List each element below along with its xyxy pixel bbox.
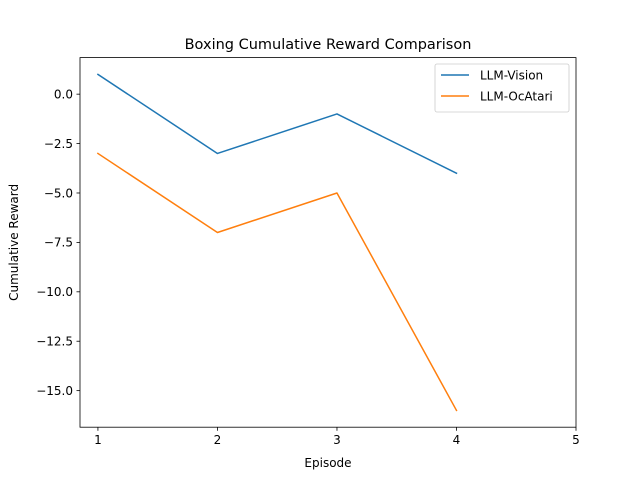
x-tick-label: 2 xyxy=(214,433,222,447)
legend: LLM-Vision LLM-OcAtari xyxy=(435,64,569,112)
legend-label: LLM-Vision xyxy=(480,68,543,82)
series-line-llm-ocatari xyxy=(98,153,457,410)
y-axis-label: Cumulative Reward xyxy=(7,184,21,301)
y-tick-label: −12.5 xyxy=(36,335,73,349)
legend-label: LLM-OcAtari xyxy=(480,89,553,103)
series-lines xyxy=(98,74,457,410)
y-tick-label: −7.5 xyxy=(44,236,73,250)
x-tick-label: 4 xyxy=(453,433,461,447)
plot-area-frame xyxy=(80,58,576,428)
x-axis-label: Episode xyxy=(304,456,351,470)
y-tick-label: −2.5 xyxy=(44,137,73,151)
y-tick-label: 0.0 xyxy=(54,87,73,101)
x-tick-label: 5 xyxy=(572,433,580,447)
x-tick-label: 3 xyxy=(333,433,341,447)
y-tick-label: −15.0 xyxy=(36,384,73,398)
y-axis-ticks: 0.0 −2.5 −5.0 −7.5 −10.0 −12.5 −15.0 xyxy=(36,87,80,397)
y-tick-label: −10.0 xyxy=(36,285,73,299)
x-axis-ticks: 1 2 3 4 5 xyxy=(94,427,580,447)
chart-title: Boxing Cumulative Reward Comparison xyxy=(185,37,472,53)
series-line-llm-vision xyxy=(98,74,457,173)
y-tick-label: −5.0 xyxy=(44,186,73,200)
x-tick-label: 1 xyxy=(94,433,102,447)
